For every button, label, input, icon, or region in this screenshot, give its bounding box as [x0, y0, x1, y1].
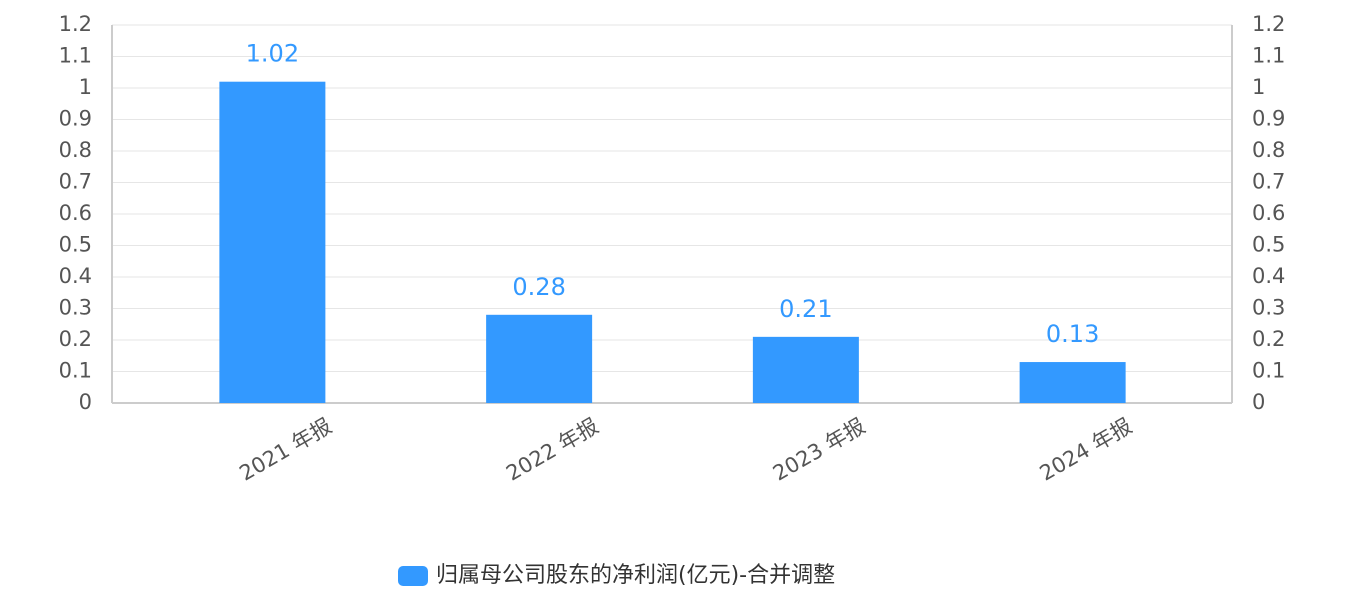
y2-tick-label: 0.7 — [1252, 170, 1285, 194]
y-tick-label: 0.7 — [59, 170, 92, 194]
y-tick-label: 0.1 — [59, 359, 92, 383]
value-label: 0.28 — [512, 273, 565, 301]
x-tick-label: 2023 年报 — [769, 414, 869, 486]
y-tick-label: 0 — [79, 390, 92, 414]
y-tick-label: 1 — [79, 75, 92, 99]
value-label: 0.21 — [779, 295, 832, 323]
y2-tick-label: 1.2 — [1252, 12, 1285, 36]
y2-tick-label: 1 — [1252, 75, 1265, 99]
bar — [219, 81, 326, 403]
bar — [486, 314, 593, 403]
value-label: 1.02 — [246, 40, 299, 68]
legend-swatch — [398, 566, 428, 586]
bar — [752, 336, 859, 403]
y2-tick-label: 0.8 — [1252, 138, 1285, 162]
bar — [1019, 362, 1126, 403]
y2-tick-label: 0.3 — [1252, 296, 1285, 320]
legend-label: 归属母公司股东的净利润(亿元)-合并调整 — [436, 563, 835, 588]
value-label: 0.13 — [1046, 320, 1099, 348]
y-tick-label: 0.9 — [59, 107, 92, 131]
y2-tick-label: 0.5 — [1252, 233, 1285, 257]
y2-tick-label: 0.9 — [1252, 107, 1285, 131]
x-tick-label: 2024 年报 — [1036, 414, 1136, 486]
y2-tick-label: 0 — [1252, 390, 1265, 414]
y-tick-label: 1.1 — [59, 44, 92, 68]
x-tick-label: 2021 年报 — [235, 414, 335, 486]
y-tick-label: 0.2 — [59, 327, 92, 351]
x-tick-label: 2022 年报 — [502, 414, 602, 486]
y-tick-label: 0.6 — [59, 201, 92, 225]
y2-tick-label: 0.4 — [1252, 264, 1285, 288]
y-tick-label: 0.3 — [59, 296, 92, 320]
y-tick-label: 0.5 — [59, 233, 92, 257]
y-tick-label: 1.2 — [59, 12, 92, 36]
y2-tick-label: 0.2 — [1252, 327, 1285, 351]
y-tick-label: 0.8 — [59, 138, 92, 162]
y-tick-label: 0.4 — [59, 264, 92, 288]
y2-tick-label: 0.1 — [1252, 359, 1285, 383]
y2-tick-label: 0.6 — [1252, 201, 1285, 225]
y2-tick-label: 1.1 — [1252, 44, 1285, 68]
